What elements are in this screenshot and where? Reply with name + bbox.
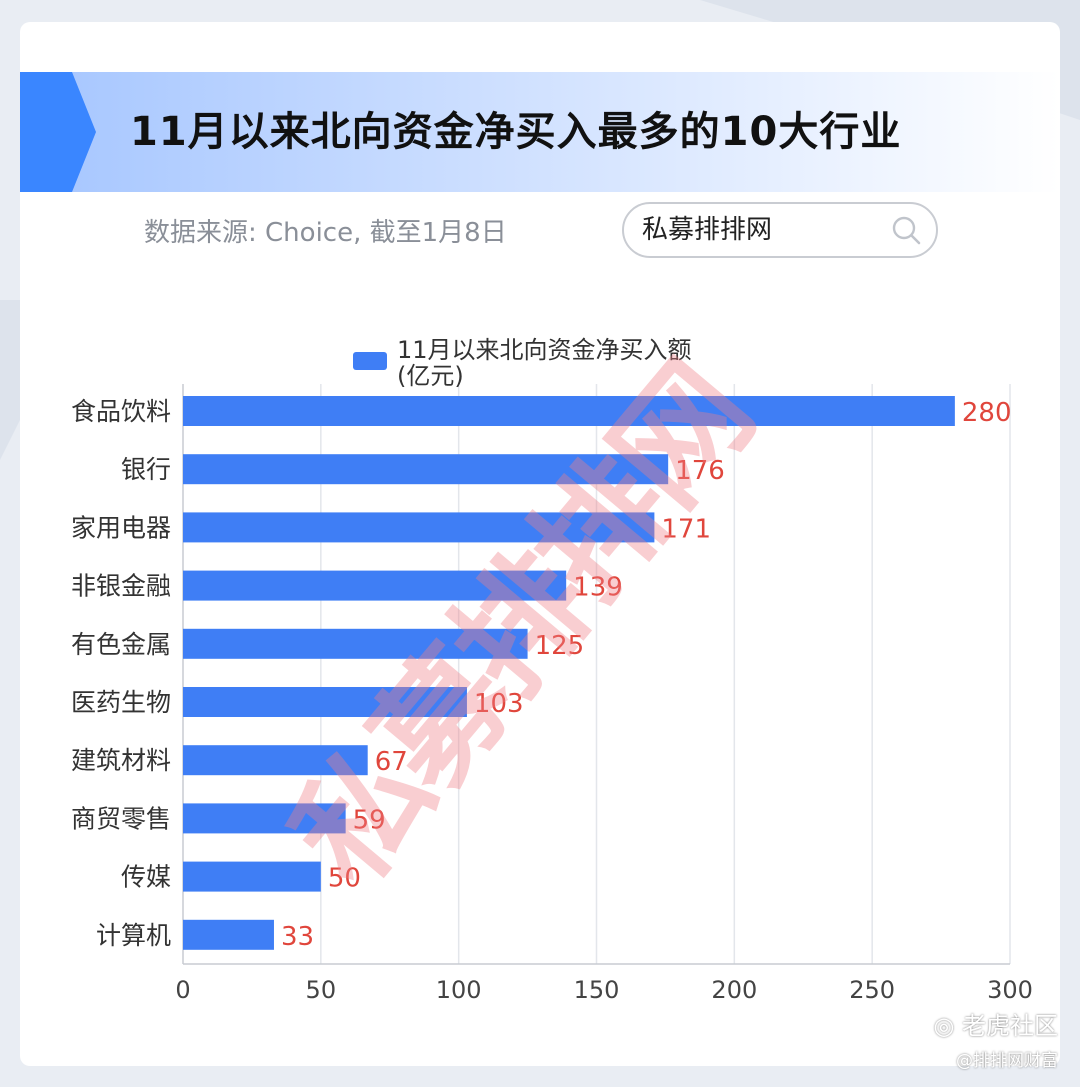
value-label: 280 <box>962 398 1012 428</box>
footer-brand-text: 老虎社区 <box>962 1012 1058 1040</box>
banner-graphic <box>20 72 1060 192</box>
bar <box>183 687 467 717</box>
footer-brand: ◎ 老虎社区 <box>933 1006 1058 1041</box>
search-text: 私募排排网 <box>642 215 773 245</box>
x-tick-label: 0 <box>175 976 190 1004</box>
banner-arrow-icon <box>20 72 96 192</box>
title-banner: 11月以来北向资金净买入最多的10大行业 <box>20 72 1060 192</box>
x-tick-label: 100 <box>436 976 482 1004</box>
category-label: 银行 <box>121 455 171 484</box>
bar <box>183 803 346 834</box>
value-label: 171 <box>661 514 711 544</box>
category-label: 食品饮料 <box>71 397 171 426</box>
value-label: 103 <box>474 689 524 719</box>
category-label: 传媒 <box>121 863 171 892</box>
value-label: 67 <box>375 747 408 777</box>
x-tick-label: 50 <box>306 976 337 1004</box>
category-label: 有色金属 <box>71 630 171 659</box>
search-box[interactable]: 私募排排网 <box>622 202 938 258</box>
x-tick-label: 250 <box>849 976 895 1004</box>
page-title: 11月以来北向资金净买入最多的10大行业 <box>130 109 902 155</box>
chart-grid: 0 50 100 150 200 250 300 <box>175 384 1033 1004</box>
category-label: 商贸零售 <box>71 804 171 833</box>
data-source-note: 数据来源: Choice, 截至1月8日 <box>144 218 507 248</box>
bar <box>183 570 567 601</box>
footer-handle: @排排网财富 <box>956 1051 1058 1071</box>
category-label: 计算机 <box>96 921 171 950</box>
category-label: 非银金融 <box>71 572 171 601</box>
category-label: 医药生物 <box>71 688 171 717</box>
x-tick-label: 300 <box>987 976 1033 1004</box>
value-label: 125 <box>535 631 585 661</box>
legend-label-line1: 11月以来北向资金净买入额 <box>397 336 692 364</box>
bar <box>183 454 669 485</box>
bar-chart: 0 50 100 150 200 250 300 11月以来北向资金净买入额 (亿元) 食品… <box>71 336 1033 1004</box>
value-label: 33 <box>281 922 314 952</box>
bar <box>183 512 655 543</box>
bar <box>183 745 368 776</box>
category-label: 家用电器 <box>71 513 171 542</box>
bar <box>183 628 528 659</box>
x-tick-label: 150 <box>574 976 620 1004</box>
chart-bars: 食品饮料 280 银行 176 家用电器 171 非银金融 139 有色金属 125 医药生物 103… <box>71 396 1012 952</box>
tiger-logo-icon: ◎ <box>933 1012 962 1040</box>
legend-swatch <box>353 352 387 370</box>
content-card: 11月以来北向资金净买入最多的10大行业 数据来源: Choice, 截至1月8… <box>20 22 1060 1066</box>
value-label: 50 <box>328 864 361 894</box>
bar <box>183 861 321 892</box>
search-icon[interactable] <box>890 214 922 246</box>
bar <box>183 396 955 426</box>
value-label: 59 <box>353 805 386 835</box>
chart-legend: 11月以来北向资金净买入额 (亿元) <box>353 336 692 390</box>
legend-label-line2: (亿元) <box>397 362 464 390</box>
bar <box>183 919 274 950</box>
value-label: 139 <box>573 573 623 603</box>
x-tick-label: 200 <box>711 976 757 1004</box>
category-label: 建筑材料 <box>71 746 171 775</box>
value-label: 176 <box>675 456 725 486</box>
